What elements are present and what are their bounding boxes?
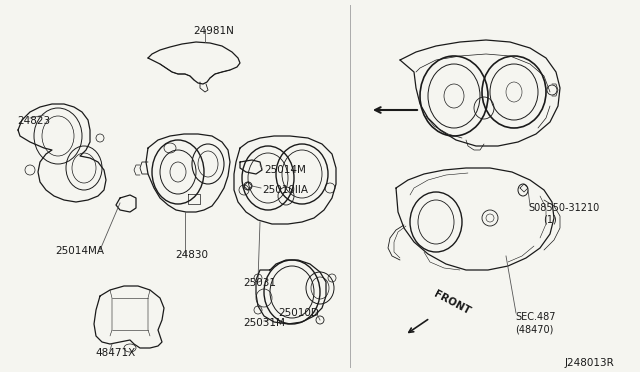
Text: 25031M: 25031M bbox=[243, 318, 285, 328]
Text: (1): (1) bbox=[543, 214, 557, 224]
Text: S08550-31210: S08550-31210 bbox=[528, 203, 599, 213]
Text: 24823: 24823 bbox=[17, 116, 50, 126]
Text: 24981N: 24981N bbox=[193, 26, 234, 36]
Text: 25010D: 25010D bbox=[278, 308, 319, 318]
Text: 25014MA: 25014MA bbox=[55, 246, 104, 256]
Text: 25031: 25031 bbox=[243, 278, 276, 288]
Text: SEC.487: SEC.487 bbox=[515, 312, 556, 322]
Text: 25014M: 25014M bbox=[264, 165, 306, 175]
Text: (48470): (48470) bbox=[515, 324, 554, 334]
Text: 24830: 24830 bbox=[175, 250, 208, 260]
Text: FRONT: FRONT bbox=[432, 288, 472, 316]
Text: 48471X: 48471X bbox=[95, 348, 135, 358]
Text: J248013R: J248013R bbox=[565, 358, 615, 368]
Text: 25010IIA: 25010IIA bbox=[262, 185, 308, 195]
